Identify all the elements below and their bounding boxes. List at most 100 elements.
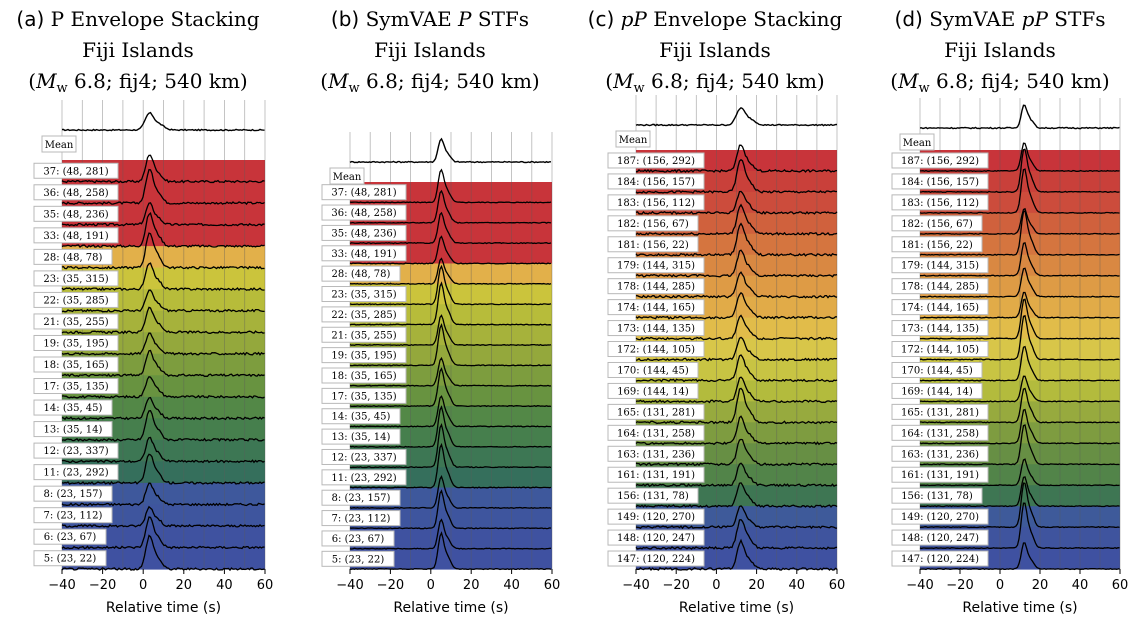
row-label: 169: (144, 14) xyxy=(617,386,689,397)
row-trace xyxy=(919,542,1120,571)
row-label: 181: (156, 22) xyxy=(617,240,689,251)
row-trace xyxy=(61,376,265,399)
x-tick-label: −40 xyxy=(48,578,75,593)
row-label: 179: (144, 315) xyxy=(901,261,979,272)
row-trace xyxy=(919,314,1120,361)
row-label: 174: (144, 165) xyxy=(901,303,979,314)
row-label-box xyxy=(607,257,705,274)
row-label: 147: (120, 224) xyxy=(901,554,979,565)
row-label: 149: (120, 270) xyxy=(617,512,695,523)
row-label: 23: (35, 315) xyxy=(331,290,396,301)
title-prefix: SymVAE xyxy=(366,7,458,31)
row-label-box xyxy=(607,278,705,295)
row-label-box xyxy=(321,408,401,425)
x-tick-label: 60 xyxy=(544,578,561,593)
row-label: 36: (48, 258) xyxy=(43,188,108,199)
row-label-box xyxy=(607,361,699,378)
row-trace xyxy=(920,387,1120,424)
row-label-box xyxy=(33,399,113,416)
row-trace xyxy=(61,482,265,507)
row-label: 164: (131, 258) xyxy=(901,428,979,439)
x-tick-label: 20 xyxy=(1032,578,1049,593)
x-tick-label: 40 xyxy=(216,578,233,593)
row-trace xyxy=(61,453,265,485)
row-label-box xyxy=(891,508,989,525)
row-label-box xyxy=(33,507,113,524)
panel-title: (d) SymVAE pP STFs xyxy=(895,7,1106,31)
row-trace xyxy=(919,242,1120,277)
row-label: 36: (48, 258) xyxy=(331,208,396,219)
row-trace xyxy=(349,518,552,550)
row-label: 163: (131, 236) xyxy=(617,449,695,460)
row-label-box xyxy=(891,173,989,190)
row-trace xyxy=(61,436,265,464)
panel-location: Fiji Islands xyxy=(374,38,486,62)
panel-location: Fiji Islands xyxy=(944,38,1056,62)
row-label-box xyxy=(891,194,989,211)
x-tick-label: 20 xyxy=(463,578,480,593)
title-rest: STFs xyxy=(1048,7,1106,31)
row-trace xyxy=(920,148,1120,194)
row-trace xyxy=(349,314,552,347)
row-trace xyxy=(635,538,838,572)
row-label: 179: (144, 315) xyxy=(617,261,695,272)
mean-label-box xyxy=(329,167,365,185)
row-trace xyxy=(635,291,838,320)
row-label: 183: (156, 112) xyxy=(901,198,979,209)
row-label-box xyxy=(321,489,401,506)
row-label-box xyxy=(891,382,983,399)
row-trace xyxy=(919,482,1120,529)
row-label-box xyxy=(891,487,983,504)
row-label: 6: (23, 67) xyxy=(44,532,97,543)
row-trace xyxy=(635,190,838,215)
row-label-box xyxy=(321,530,395,547)
x-tick-label: 20 xyxy=(176,578,193,593)
x-axis-label: Relative time (s) xyxy=(393,600,508,616)
row-trace xyxy=(919,168,1120,214)
panel-event-info: (Mw 6.8; fij4; 540 km) xyxy=(605,69,824,96)
row-label-box xyxy=(607,215,699,232)
row-trace xyxy=(919,267,1120,298)
panel-b: (b) SymVAE P STFs Fiji Islands (Mw 6.8; fi… xyxy=(320,7,560,616)
row-trace xyxy=(61,409,265,442)
row-label: 165: (131, 281) xyxy=(901,407,979,418)
x-tick-label: 0 xyxy=(427,578,435,593)
row-trace xyxy=(349,235,552,265)
row-label-box xyxy=(321,428,401,445)
row-label: 22: (35, 285) xyxy=(331,310,396,321)
row-label-box xyxy=(321,204,407,221)
x-tick-label: −20 xyxy=(377,578,404,593)
row-label: 178: (144, 285) xyxy=(617,282,695,293)
row-label: 33: (48, 191) xyxy=(331,249,396,260)
row-label: 14: (35, 45) xyxy=(44,403,103,414)
row-label: 161: (131, 191) xyxy=(617,470,695,481)
row-label-box xyxy=(33,270,119,287)
row-label: 13: (35, 14) xyxy=(332,432,391,443)
row-label-box xyxy=(607,320,705,337)
row-label: 169: (144, 14) xyxy=(901,386,973,397)
row-band xyxy=(62,525,265,549)
row-trace xyxy=(919,291,1120,319)
row-label-box xyxy=(33,528,107,545)
title-prefix: SymVAE xyxy=(929,7,1021,31)
mean-label: Mean xyxy=(45,140,74,151)
row-label-box xyxy=(33,442,119,459)
row-label-box xyxy=(321,469,407,486)
row-label-box xyxy=(607,550,705,567)
row-label: 148: (120, 247) xyxy=(617,533,695,544)
row-label-box xyxy=(607,173,705,190)
row-label: 28: (48, 78) xyxy=(44,252,103,263)
panel-event-info: (Mw 6.8; fij4; 540 km) xyxy=(28,69,247,96)
x-tick-label: 60 xyxy=(257,578,274,593)
row-trace xyxy=(920,142,1120,172)
row-trace xyxy=(61,212,265,249)
row-label: 8: (23, 157) xyxy=(332,493,391,504)
row-label: 161: (131, 191) xyxy=(901,470,979,481)
x-tick-label: −40 xyxy=(622,578,649,593)
row-trace xyxy=(920,476,1120,508)
x-tick-label: 40 xyxy=(1072,578,1089,593)
row-label-box xyxy=(321,286,407,303)
row-label-box xyxy=(607,236,699,253)
row-trace xyxy=(919,207,1120,235)
row-trace xyxy=(919,502,1120,550)
